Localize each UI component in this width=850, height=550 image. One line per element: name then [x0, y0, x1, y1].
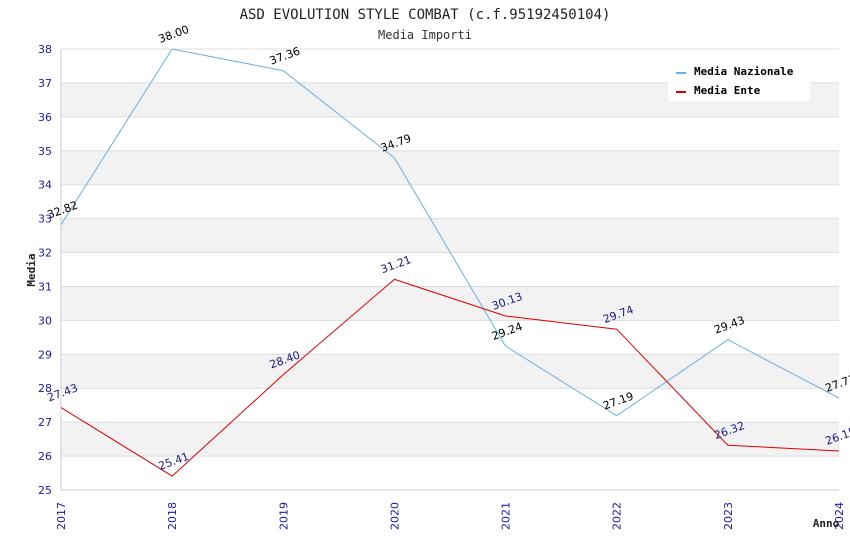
data-label: 31.21 — [379, 253, 413, 276]
legend-background — [668, 59, 810, 101]
y-tick-label: 32 — [38, 247, 52, 260]
x-tick-label: 2017 — [55, 502, 68, 530]
y-tick-label: 30 — [38, 314, 52, 327]
data-label: 38.00 — [157, 23, 191, 46]
axes — [60, 49, 839, 491]
x-tick-label: 2018 — [166, 502, 179, 530]
x-tick-label: 2024 — [833, 502, 846, 530]
x-tick-label: 2020 — [388, 502, 401, 530]
series-line-0 — [60, 48, 840, 417]
grid-band — [61, 218, 839, 253]
x-tick-label: 2019 — [277, 502, 290, 530]
legend-label-0: Media Nazionale — [694, 65, 794, 78]
x-tick-label: 2023 — [722, 502, 735, 530]
grid-band — [61, 422, 839, 457]
y-tick-label: 34 — [38, 179, 52, 192]
y-tick-label: 33 — [38, 213, 52, 226]
y-tick-label: 29 — [38, 348, 52, 361]
series-line-1 — [60, 278, 840, 477]
chart-title: ASD EVOLUTION STYLE COMBAT (c.f.95192450… — [240, 7, 611, 23]
x-tick-label: 2022 — [611, 502, 624, 530]
legend: Media Nazionale Media Ente — [668, 59, 810, 101]
grid-bands — [61, 82, 839, 457]
data-label: 29.24 — [490, 320, 524, 343]
y-tick-label: 37 — [38, 77, 52, 90]
grid-band — [61, 354, 839, 389]
y-tick-label: 31 — [38, 280, 52, 293]
x-axis-ticks: 2017 2018 2019 2020 2021 2022 2023 2024 — [55, 502, 846, 530]
x-axis-label: Anno — [813, 517, 840, 530]
y-tick-label: 28 — [38, 382, 52, 395]
y-tick-label: 25 — [38, 484, 52, 497]
y-tick-label: 26 — [38, 450, 52, 463]
legend-label-1: Media Ente — [694, 84, 761, 97]
y-axis-label: Media — [25, 253, 38, 286]
y-tick-label: 36 — [38, 111, 52, 124]
data-label: 32.82 — [46, 199, 80, 222]
data-label: 37.36 — [268, 45, 302, 68]
grid-band — [61, 150, 839, 185]
x-tick-label: 2021 — [500, 502, 513, 530]
y-tick-label: 35 — [38, 145, 52, 158]
y-tick-label: 27 — [38, 416, 52, 429]
data-label: 27.19 — [601, 390, 635, 413]
grid-band — [61, 286, 839, 321]
y-axis-ticks: 25 26 27 28 29 30 31 32 33 34 35 36 37 38 — [38, 43, 52, 497]
y-tick-label: 38 — [38, 43, 52, 56]
chart-subtitle: Media Importi — [378, 28, 472, 42]
